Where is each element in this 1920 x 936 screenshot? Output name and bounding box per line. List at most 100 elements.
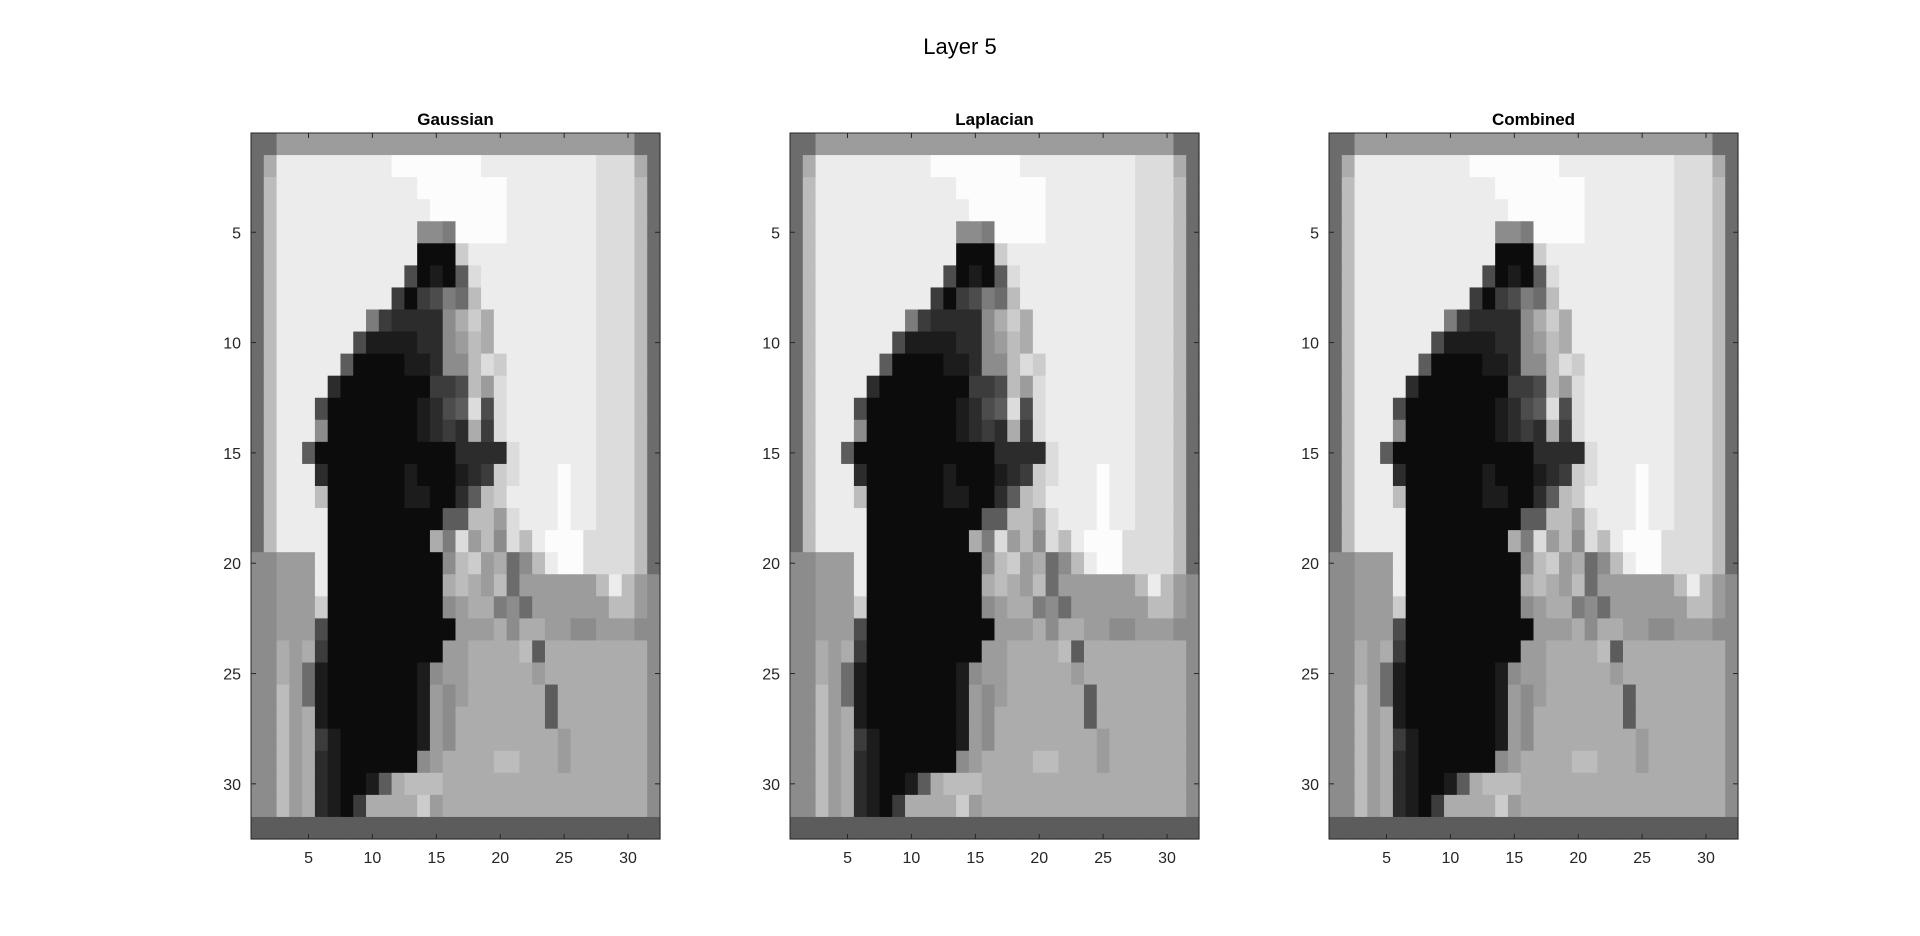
heatmap-cell	[892, 177, 906, 200]
heatmap-cell	[1495, 177, 1509, 200]
heatmap-cell	[815, 463, 829, 487]
heatmap-cell	[1007, 353, 1021, 377]
heatmap-cell	[943, 684, 957, 708]
heatmap-cell	[251, 684, 265, 708]
heatmap-cell	[879, 794, 893, 818]
heatmap-cell	[1520, 375, 1535, 399]
heatmap-cell	[455, 816, 469, 840]
heatmap-cell	[994, 397, 1008, 421]
heatmap-cell	[276, 133, 290, 156]
heatmap-cell	[1699, 375, 1714, 399]
heatmap-cell	[557, 508, 572, 531]
heatmap-cell	[1520, 816, 1535, 840]
heatmap-cell	[1122, 662, 1136, 686]
heatmap-cell	[455, 618, 469, 642]
heatmap-cell	[943, 816, 957, 840]
heatmap-cell	[302, 419, 316, 443]
heatmap-cell	[340, 419, 354, 443]
heatmap-cell	[1469, 750, 1483, 774]
heatmap-cell	[378, 486, 393, 509]
heatmap-cell	[647, 486, 661, 509]
heatmap-cell	[943, 662, 957, 686]
heatmap-cell	[353, 794, 367, 818]
heatmap-cell	[1341, 397, 1356, 421]
heatmap-cell	[1622, 596, 1637, 619]
heatmap-cell	[968, 552, 983, 575]
heatmap-cell	[1147, 772, 1162, 796]
heatmap-cell	[1160, 419, 1175, 443]
heatmap-cell	[930, 441, 944, 465]
heatmap-cell	[892, 552, 906, 575]
heatmap-cell	[1520, 706, 1535, 730]
heatmap-cell	[378, 177, 393, 200]
heatmap-cell	[251, 596, 265, 619]
heatmap-cell	[557, 728, 572, 752]
heatmap-cell	[557, 397, 572, 421]
heatmap-cell	[442, 706, 457, 730]
heatmap-cell	[1135, 816, 1149, 840]
heatmap-cell	[1533, 552, 1547, 575]
heatmap-cell	[455, 287, 469, 311]
heatmap-cell	[1661, 728, 1675, 752]
heatmap-cell	[815, 574, 829, 597]
heatmap-cell	[815, 618, 829, 642]
heatmap-cell	[1622, 486, 1637, 509]
heatmap-cell	[1186, 552, 1200, 575]
heatmap-cell	[1007, 177, 1021, 200]
heatmap-cell	[1096, 419, 1111, 443]
heatmap-cell	[404, 309, 418, 333]
heatmap-cell	[841, 331, 855, 355]
heatmap-cell	[1725, 750, 1739, 774]
heatmap-cell	[802, 640, 817, 664]
heatmap-cell	[1635, 794, 1650, 818]
heatmap-cell	[1661, 574, 1675, 597]
heatmap-cell	[544, 794, 559, 818]
heatmap-cell	[519, 794, 533, 818]
heatmap-cell	[583, 199, 597, 222]
heatmap-cell	[956, 750, 970, 774]
heatmap-cell	[353, 397, 367, 421]
heatmap-cell	[1032, 640, 1047, 664]
heatmap-cell	[1559, 265, 1573, 289]
heatmap-cell	[1444, 750, 1458, 774]
heatmap-cell	[340, 662, 354, 686]
heatmap-cell	[417, 772, 431, 796]
heatmap-cell	[1622, 133, 1637, 156]
heatmap-cell	[828, 177, 842, 200]
heatmap-cell	[1354, 243, 1368, 266]
heatmap-cell	[1186, 287, 1200, 311]
heatmap-cell	[1584, 419, 1599, 443]
heatmap-cell	[1071, 397, 1085, 421]
heatmap-cell	[1405, 574, 1420, 597]
heatmap-cell	[1380, 375, 1394, 399]
heatmap-cell	[327, 552, 342, 575]
heatmap-cell	[981, 486, 996, 509]
heatmap-cell	[1648, 772, 1662, 796]
heatmap-cell	[429, 309, 444, 333]
heatmap-cell	[815, 441, 829, 465]
heatmap-cell	[557, 794, 572, 818]
heatmap-cell	[289, 155, 303, 178]
heatmap-cell	[557, 463, 572, 487]
heatmap-cell	[1648, 199, 1662, 222]
heatmap-cell	[1380, 706, 1394, 730]
heatmap-cell	[828, 574, 842, 597]
heatmap-cell	[943, 331, 957, 355]
heatmap-cell	[917, 243, 932, 266]
heatmap-cell	[442, 640, 457, 664]
heatmap-cell	[1686, 463, 1701, 487]
heatmap-cell	[1173, 309, 1187, 333]
heatmap-cell	[1329, 662, 1343, 686]
heatmap-cell	[1699, 706, 1714, 730]
heatmap-cell	[828, 199, 842, 222]
heatmap-cell	[956, 419, 970, 443]
heatmap-cell	[532, 618, 546, 642]
heatmap-cell	[1444, 133, 1458, 156]
heatmap-cell	[621, 596, 636, 619]
heatmap-cell	[1367, 397, 1381, 421]
heatmap-cell	[366, 772, 380, 796]
heatmap-cell	[532, 177, 546, 200]
heatmap-cell	[828, 155, 842, 178]
heatmap-cell	[442, 177, 457, 200]
heatmap-cell	[263, 662, 278, 686]
